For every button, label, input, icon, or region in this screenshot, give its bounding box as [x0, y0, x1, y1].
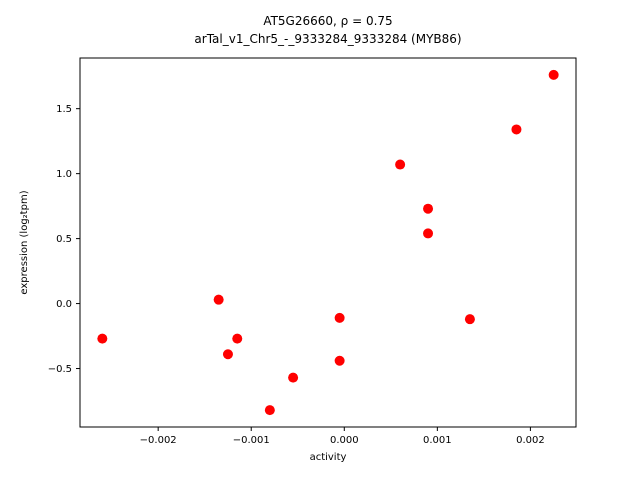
scatter-point [464, 314, 475, 325]
x-tick-label: 0.002 [516, 435, 545, 446]
scatter-point [423, 228, 434, 239]
x-tick-label: −0.001 [233, 435, 270, 446]
scatter-point [423, 203, 434, 214]
scatter-point [213, 294, 224, 305]
scatter-point [222, 349, 233, 360]
scatter-point [288, 372, 299, 383]
scatter-point [264, 405, 275, 416]
chart-title-line2: arTal_v1_Chr5_-_9333284_9333284 (MYB86) [194, 32, 462, 46]
x-tick-label: 0.000 [330, 435, 359, 446]
x-axis-label: activity [310, 452, 347, 463]
y-tick-label: 0.0 [56, 299, 72, 310]
scatter-point [511, 124, 522, 135]
y-tick-label: −0.5 [48, 364, 72, 375]
chart-title-line1: AT5G26660, ρ = 0.75 [263, 14, 393, 28]
y-tick-label: 1.0 [56, 169, 72, 180]
y-tick-label: 1.5 [56, 104, 72, 115]
scatter-point [334, 312, 345, 323]
x-tick-label: 0.001 [423, 435, 452, 446]
y-axis-label: expression (log₂tpm) [19, 190, 30, 294]
scatter-point [395, 159, 406, 170]
y-tick-label: 0.5 [56, 234, 72, 245]
scatter-point [97, 333, 108, 344]
scatter-point [232, 333, 243, 344]
scatter-point [548, 69, 559, 80]
axes-frame [79, 57, 577, 428]
scatter-point [334, 355, 345, 366]
x-tick-label: −0.002 [140, 435, 177, 446]
